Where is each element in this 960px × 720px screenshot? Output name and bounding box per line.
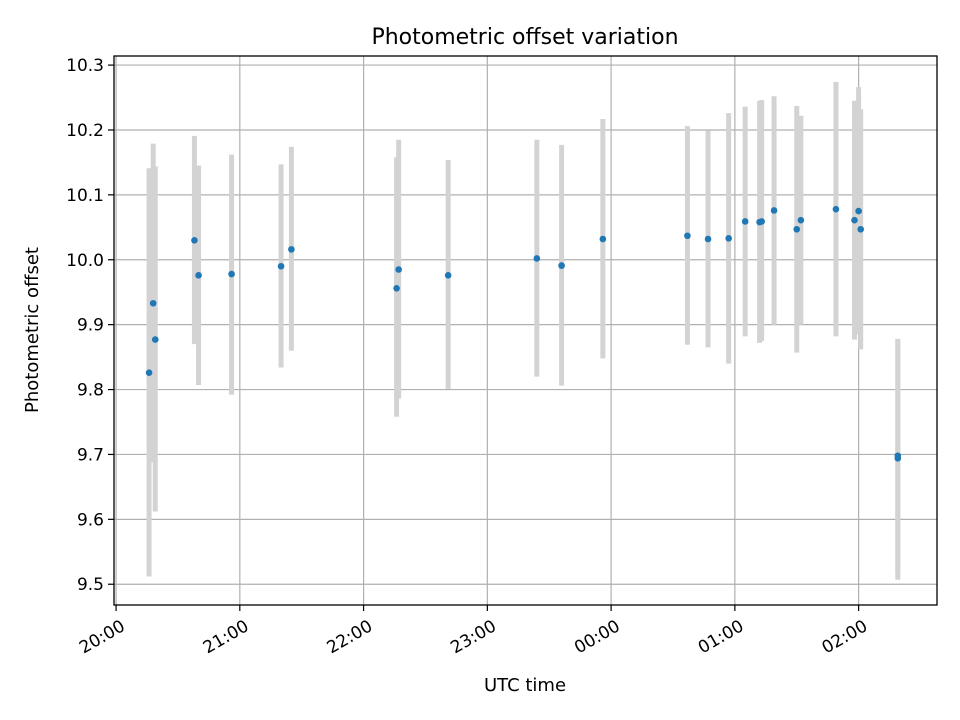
data-point bbox=[195, 272, 202, 279]
data-point bbox=[894, 452, 902, 460]
data-point bbox=[770, 207, 778, 214]
data-point bbox=[704, 235, 712, 243]
data-point bbox=[533, 255, 541, 262]
data-point bbox=[277, 262, 285, 270]
data-point bbox=[725, 235, 732, 242]
data-point bbox=[558, 262, 565, 269]
data-point bbox=[393, 285, 400, 292]
data-point bbox=[855, 207, 862, 215]
grid bbox=[114, 56, 937, 605]
data-point bbox=[758, 218, 765, 225]
plot-frame bbox=[113, 55, 938, 606]
data-point bbox=[793, 225, 801, 233]
y-tick-label: 10.3 bbox=[66, 56, 104, 76]
data-point bbox=[741, 218, 749, 225]
y-tick-label: 10.0 bbox=[66, 251, 104, 271]
data-point bbox=[599, 235, 607, 243]
y-tick-label: 9.5 bbox=[77, 575, 104, 595]
data-point bbox=[149, 299, 157, 307]
data-point bbox=[851, 216, 858, 224]
data-point bbox=[228, 270, 235, 278]
data-point bbox=[684, 232, 691, 240]
data-point bbox=[395, 266, 402, 273]
y-tick-label: 10.2 bbox=[66, 121, 104, 141]
y-tick-label: 9.8 bbox=[77, 381, 104, 401]
x-axis-label: UTC time bbox=[484, 675, 566, 696]
y-tick-label: 9.6 bbox=[77, 510, 104, 530]
y-tick-label: 9.7 bbox=[77, 445, 104, 465]
data-point bbox=[832, 205, 840, 213]
chart-title: Photometric offset variation bbox=[371, 25, 678, 50]
data-point bbox=[288, 246, 295, 253]
y-tick-label: 10.1 bbox=[66, 186, 104, 206]
data-points bbox=[145, 205, 902, 462]
y-axis-label: Photometric offset bbox=[22, 247, 43, 413]
data-point bbox=[857, 225, 864, 233]
y-tick-label: 9.9 bbox=[77, 316, 104, 336]
data-point bbox=[191, 236, 198, 244]
data-point bbox=[797, 216, 805, 224]
data-point bbox=[145, 369, 153, 376]
data-point bbox=[151, 336, 159, 343]
data-point bbox=[444, 272, 452, 279]
y-axis-ticks: 9.5 9.6 9.7 9.8 9.9 10.0 10.1 10.2 10.3 bbox=[66, 56, 114, 595]
